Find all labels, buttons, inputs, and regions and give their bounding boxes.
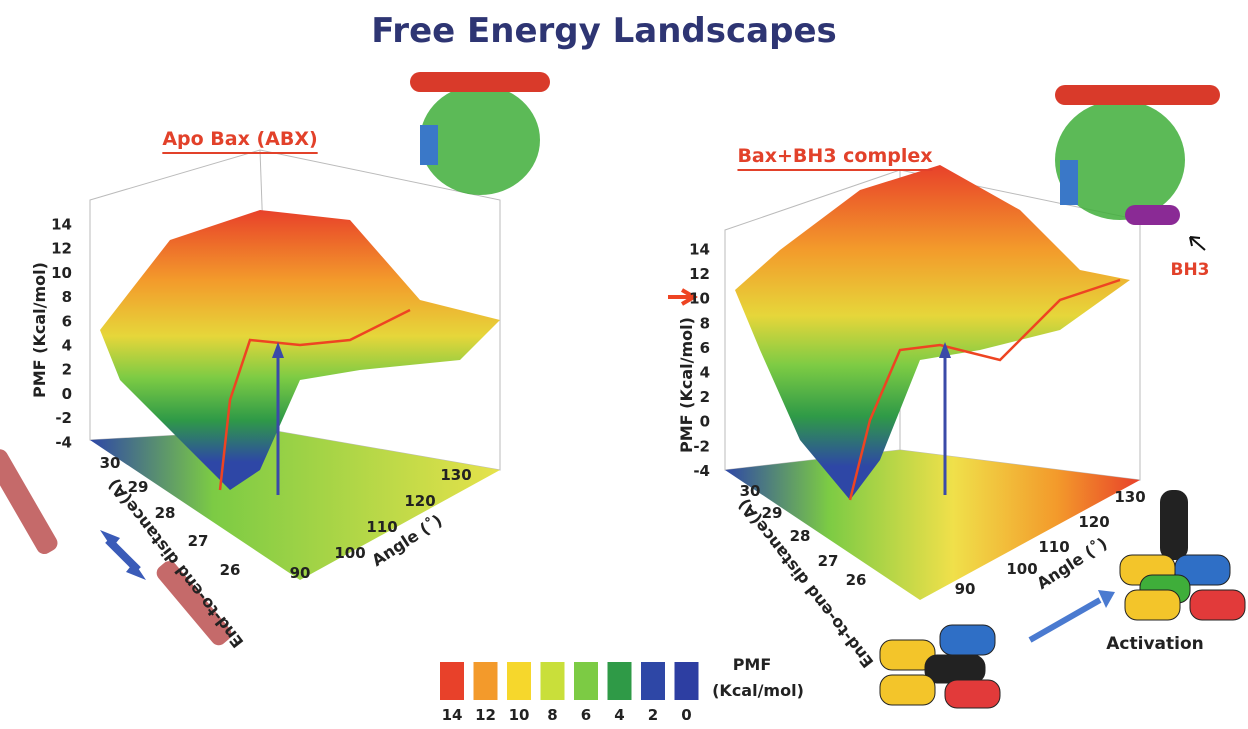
z-tick-label: 14	[51, 216, 72, 234]
angle-tick-label: 120	[1078, 513, 1109, 531]
panel-title: Apo Bax (ABX)	[162, 128, 317, 150]
z-tick-label: 10	[689, 290, 710, 308]
angle-tick-label: 90	[955, 580, 976, 598]
distance-tick-label: 27	[188, 532, 209, 550]
z-tick-label: 8	[700, 314, 710, 332]
colorbar-title: PMF	[733, 655, 772, 674]
z-tick-label: 12	[51, 240, 72, 258]
z-axis-label: PMF (Kcal/mol)	[30, 262, 49, 398]
activation-label: Activation	[1106, 634, 1203, 654]
colorbar-label: 10	[509, 706, 530, 724]
surface	[735, 165, 1130, 500]
colorbar-label: 12	[475, 706, 496, 724]
distance-tick-label: 27	[818, 552, 839, 570]
colorbar-label: 4	[614, 706, 624, 724]
colorbar-label: 0	[681, 706, 691, 724]
figure: Free Energy Landscapes	[0, 0, 1248, 724]
colorbar-label: 14	[442, 706, 463, 724]
floor-map	[90, 430, 500, 580]
z-tick-label: 12	[689, 265, 710, 283]
figure-title: Free Energy Landscapes	[371, 11, 837, 51]
distance-tick-label: 30	[100, 454, 121, 472]
z-tick-label: 8	[62, 288, 72, 306]
z-tick-label: 4	[700, 364, 710, 382]
colorbar-label: 2	[648, 706, 658, 724]
angle-tick-label: 100	[334, 544, 365, 562]
z-tick-label: 0	[700, 413, 710, 431]
right-plot	[668, 165, 1140, 600]
distance-tick-label: 28	[790, 527, 811, 545]
angle-tick-label: 100	[1006, 560, 1037, 578]
angle-tick-label: 90	[290, 564, 311, 582]
angle-tick-label: 120	[404, 492, 435, 510]
distance-tick-label: 26	[220, 561, 241, 579]
z-tick-label: 0	[62, 385, 72, 403]
colorbar-label: 8	[547, 706, 557, 724]
z-tick-label: -4	[55, 433, 72, 451]
angle-tick-label: 130	[1114, 488, 1145, 506]
colorbar-swatch	[574, 662, 598, 700]
colorbar-swatch	[608, 662, 632, 700]
z-tick-label: 10	[51, 264, 72, 282]
z-tick-label: 14	[689, 241, 710, 259]
colorbar-unit: (Kcal/mol)	[712, 681, 804, 700]
colorbar-swatch	[507, 662, 531, 700]
colorbar-swatch	[474, 662, 498, 700]
z-tick-label: 4	[62, 337, 72, 355]
distance-tick-label: 26	[846, 571, 867, 589]
colorbar-swatch	[641, 662, 665, 700]
z-tick-label: 2	[62, 361, 72, 379]
z-axis-label: PMF (Kcal/mol)	[677, 317, 696, 453]
left-plot	[90, 150, 500, 580]
z-tick-label: 6	[62, 312, 72, 330]
colorbar-swatch	[541, 662, 565, 700]
colorbar-swatch	[675, 662, 699, 700]
z-tick-label: -2	[55, 409, 72, 427]
angle-tick-label: 110	[366, 518, 397, 536]
panel-title: Bax+BH3 complex	[737, 145, 932, 167]
colorbar-swatch	[440, 662, 464, 700]
colorbar-label: 6	[581, 706, 591, 724]
distance-tick-label: 28	[155, 504, 176, 522]
angle-tick-label: 130	[440, 466, 471, 484]
angle-tick-label: 110	[1038, 538, 1069, 556]
bh3-label: BH3	[1170, 260, 1209, 280]
z-tick-label: 2	[700, 388, 710, 406]
z-tick-label: -4	[693, 462, 710, 480]
z-tick-label: 6	[700, 339, 710, 357]
